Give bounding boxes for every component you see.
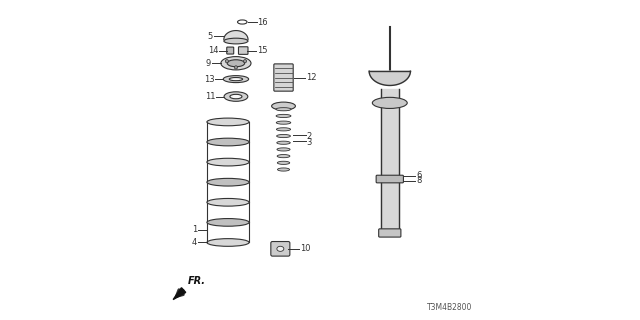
Ellipse shape [276, 114, 291, 117]
Text: 10: 10 [300, 244, 311, 253]
Ellipse shape [276, 121, 291, 124]
Circle shape [234, 66, 237, 69]
Ellipse shape [276, 108, 291, 111]
Text: 1: 1 [191, 225, 197, 234]
Polygon shape [173, 288, 186, 300]
FancyBboxPatch shape [271, 242, 290, 256]
Text: 15: 15 [257, 46, 268, 55]
Text: 4: 4 [191, 238, 197, 247]
FancyBboxPatch shape [239, 47, 248, 54]
Ellipse shape [207, 219, 249, 226]
Ellipse shape [207, 198, 249, 206]
Ellipse shape [224, 92, 248, 101]
Ellipse shape [229, 77, 243, 81]
Ellipse shape [221, 57, 251, 70]
Text: 9: 9 [206, 59, 211, 68]
Text: 8: 8 [416, 176, 422, 185]
Ellipse shape [207, 178, 249, 186]
Ellipse shape [207, 239, 249, 246]
Text: 2: 2 [307, 132, 312, 141]
Ellipse shape [277, 161, 290, 164]
Ellipse shape [372, 97, 407, 108]
Ellipse shape [276, 134, 291, 138]
FancyBboxPatch shape [376, 175, 403, 183]
Text: T3M4B2800: T3M4B2800 [427, 303, 472, 312]
Text: 6: 6 [416, 172, 422, 180]
Ellipse shape [271, 102, 296, 110]
Text: 11: 11 [205, 92, 215, 101]
Ellipse shape [224, 38, 248, 44]
Text: 16: 16 [257, 18, 268, 27]
Polygon shape [369, 71, 410, 85]
Ellipse shape [276, 128, 291, 131]
Circle shape [225, 60, 228, 63]
Text: 14: 14 [208, 46, 218, 55]
FancyBboxPatch shape [379, 229, 401, 237]
Ellipse shape [277, 246, 284, 252]
FancyBboxPatch shape [227, 47, 234, 54]
FancyBboxPatch shape [274, 64, 293, 91]
Text: FR.: FR. [188, 276, 205, 286]
Ellipse shape [277, 148, 290, 151]
Ellipse shape [223, 76, 248, 83]
Polygon shape [224, 31, 248, 39]
Text: 13: 13 [204, 75, 214, 84]
Text: 3: 3 [307, 138, 312, 147]
Ellipse shape [207, 118, 249, 126]
Ellipse shape [277, 155, 290, 158]
Ellipse shape [276, 141, 291, 144]
Ellipse shape [207, 158, 249, 166]
Circle shape [243, 60, 246, 63]
Ellipse shape [230, 94, 242, 99]
Ellipse shape [207, 138, 249, 146]
Text: 12: 12 [306, 73, 316, 82]
Polygon shape [381, 89, 399, 230]
Text: 5: 5 [207, 32, 212, 41]
Ellipse shape [278, 168, 289, 171]
Ellipse shape [227, 60, 244, 67]
